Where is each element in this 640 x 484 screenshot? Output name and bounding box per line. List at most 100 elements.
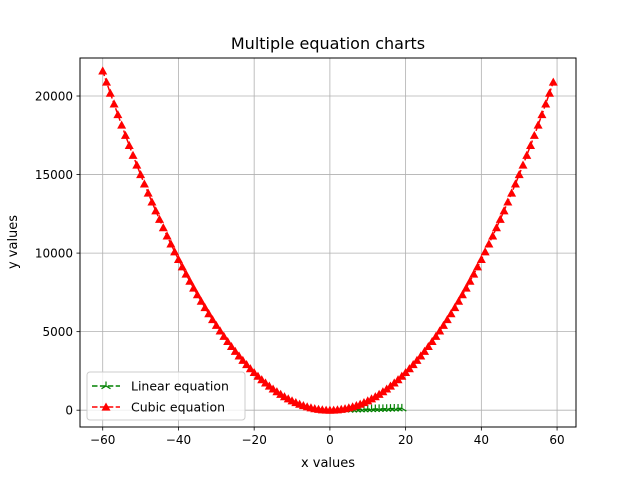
plot-frame [79, 57, 577, 428]
data-point [507, 188, 517, 197]
data-point [499, 206, 509, 215]
data-point [503, 197, 513, 206]
data-point [173, 254, 183, 263]
legend: Linear equation Cubic equation [86, 371, 246, 421]
data-point [370, 392, 380, 401]
data-point [242, 360, 252, 369]
grid [80, 58, 576, 427]
data-point [454, 296, 464, 305]
data-point [219, 331, 229, 340]
data-point [181, 269, 191, 278]
data-point [132, 160, 142, 169]
series-layer [98, 66, 558, 414]
x-tick-label: 40 [474, 433, 489, 447]
data-point [120, 130, 130, 139]
y-tick-label: 20000 [35, 90, 73, 104]
data-point [155, 214, 165, 223]
data-point [245, 364, 255, 373]
data-point [450, 303, 460, 312]
data-point [151, 206, 161, 215]
data-point [510, 179, 520, 188]
data-point [533, 120, 543, 129]
data-point [423, 341, 433, 351]
data-point [495, 214, 505, 223]
data-point [548, 77, 558, 86]
data-point [139, 179, 149, 188]
data-point [196, 296, 206, 305]
data-point [162, 231, 172, 240]
data-point [404, 364, 414, 373]
data-point [442, 315, 452, 324]
data-point [189, 283, 199, 292]
x-tick-label: −40 [166, 433, 191, 447]
data-point [529, 130, 539, 139]
legend-marker [101, 402, 111, 411]
data-point [109, 99, 119, 108]
data-point [147, 197, 157, 206]
data-point [223, 336, 233, 346]
data-point [136, 170, 146, 179]
data-point [435, 326, 445, 335]
data-point [128, 150, 138, 159]
data-point [378, 387, 388, 396]
ticks: −60 −40 −20 0 20 40 60 0 5000 10000 15000 20000 [35, 90, 565, 447]
data-point [226, 341, 236, 351]
data-point [143, 188, 153, 197]
data-point [541, 99, 551, 108]
data-point [420, 346, 430, 355]
y-tick-label: 10000 [35, 247, 73, 261]
chart-title: Multiple equation charts [231, 34, 425, 53]
data-point [544, 88, 554, 97]
data-point [522, 150, 532, 159]
data-point [526, 140, 536, 150]
legend-box [86, 371, 246, 421]
x-tick-label: 20 [398, 433, 413, 447]
legend-marker [101, 381, 111, 390]
data-point [491, 223, 501, 232]
data-point [117, 120, 127, 129]
data-point [230, 346, 240, 355]
data-point [446, 309, 456, 318]
data-point [408, 360, 418, 369]
data-point [480, 247, 490, 256]
data-point [367, 394, 377, 403]
data-point [177, 262, 187, 271]
data-point [166, 239, 176, 248]
data-point [113, 110, 123, 119]
series-cubic [98, 66, 558, 414]
data-point [185, 276, 195, 285]
y-tick-label: 0 [65, 404, 73, 418]
data-point [457, 290, 467, 299]
data-point [397, 403, 407, 412]
x-axis-label: x values [301, 456, 355, 471]
data-point [438, 320, 448, 329]
data-point [514, 170, 524, 179]
data-point [374, 389, 384, 398]
data-point [208, 315, 218, 324]
data-point [465, 276, 475, 285]
data-point [537, 110, 547, 119]
data-point [200, 303, 210, 312]
data-point [461, 283, 471, 292]
x-tick-label: 60 [549, 433, 564, 447]
y-tick-label: 15000 [35, 168, 73, 182]
data-point [476, 254, 486, 263]
data-point [488, 231, 498, 240]
data-point [431, 331, 441, 340]
data-point [518, 160, 528, 169]
data-point [484, 239, 494, 248]
x-tick-label: 0 [326, 433, 334, 447]
x-tick-label: −20 [242, 433, 267, 447]
legend-label: Linear equation [131, 379, 229, 394]
x-tick-label: −60 [90, 433, 115, 447]
data-point [249, 367, 259, 377]
data-point [204, 309, 214, 318]
data-point [211, 320, 221, 329]
y-axis-label: y values [6, 215, 21, 269]
data-point [469, 269, 479, 278]
legend-label: Cubic equation [131, 400, 225, 415]
data-point [412, 355, 422, 364]
data-point [238, 355, 248, 364]
